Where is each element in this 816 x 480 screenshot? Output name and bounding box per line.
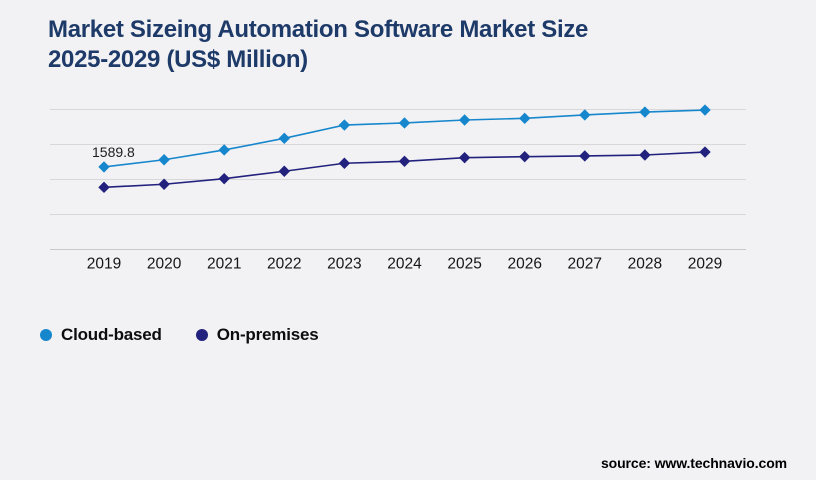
data-point-cloud-based-2026: [519, 112, 531, 125]
data-point-cloud-based-2029: [699, 104, 711, 116]
data-point-on-premises-2029: [699, 146, 711, 158]
x-axis-label-2019: 2019: [87, 256, 121, 273]
data-point-on-premises-2023: [338, 157, 351, 169]
legend-item-on-premises: On-premises: [195, 325, 319, 345]
data-point-on-premises-2024: [398, 155, 411, 167]
x-axis-label-2028: 2028: [628, 256, 662, 273]
data-point-cloud-based-2024: [398, 117, 411, 129]
data-point-cloud-based-2025: [458, 114, 471, 126]
chart-legend: Cloud-based On-premises: [40, 325, 319, 345]
data-point-cloud-based-2022: [278, 132, 290, 145]
x-axis-label-2027: 2027: [568, 256, 602, 273]
data-point-on-premises-2026: [519, 150, 531, 163]
x-axis-label-2020: 2020: [147, 256, 182, 273]
chart-title: Market Sizeing Automation Software Marke…: [48, 15, 688, 75]
data-point-cloud-based-2023: [338, 119, 351, 131]
source-attribution: source: www.technavio.com: [600, 455, 787, 471]
data-point-cloud-based-2019: [98, 161, 110, 173]
x-axis-label-2022: 2022: [267, 256, 301, 273]
line-chart: 2019 2020 2021 2022 2023 2024 2025 2026 2027 2028…: [50, 104, 746, 273]
data-point-on-premises-2028: [639, 149, 651, 161]
data-point-on-premises-2022: [278, 165, 290, 177]
data-point-cloud-based-2027: [579, 109, 591, 121]
x-axis-label-2021: 2021: [207, 256, 241, 273]
data-point-on-premises-2025: [458, 151, 471, 164]
legend-label-cloud-based: Cloud-based: [61, 325, 162, 344]
data-point-on-premises-2019: [98, 181, 110, 194]
x-axis-label-2025: 2025: [447, 256, 481, 273]
x-axis-label-2026: 2026: [507, 256, 541, 273]
x-axis-label-2029: 2029: [688, 256, 722, 273]
data-point-on-premises-2027: [579, 150, 591, 162]
data-point-cloud-based-2020: [158, 154, 170, 166]
data-point-cloud-based-2028: [639, 106, 651, 118]
data-point-on-premises-2021: [218, 172, 230, 185]
data-point-cloud-based-2021: [218, 144, 230, 156]
chart-title-line1: Market Sizeing Automation Software Marke…: [48, 16, 589, 43]
legend-label-on-premises: On-premises: [216, 325, 319, 344]
legend-marker-on-premises-icon: [195, 329, 208, 341]
chart-title-line2: 2025-2029 (US$ Million): [48, 46, 308, 73]
data-label-cloud-based-2019: 1589.8: [92, 144, 135, 160]
legend-marker-cloud-based-icon: [40, 329, 52, 341]
legend-item-cloud-based: Cloud-based: [40, 325, 162, 345]
data-point-on-premises-2020: [158, 178, 170, 190]
x-axis-label-2023: 2023: [327, 256, 361, 273]
x-axis-label-2024: 2024: [387, 256, 422, 273]
